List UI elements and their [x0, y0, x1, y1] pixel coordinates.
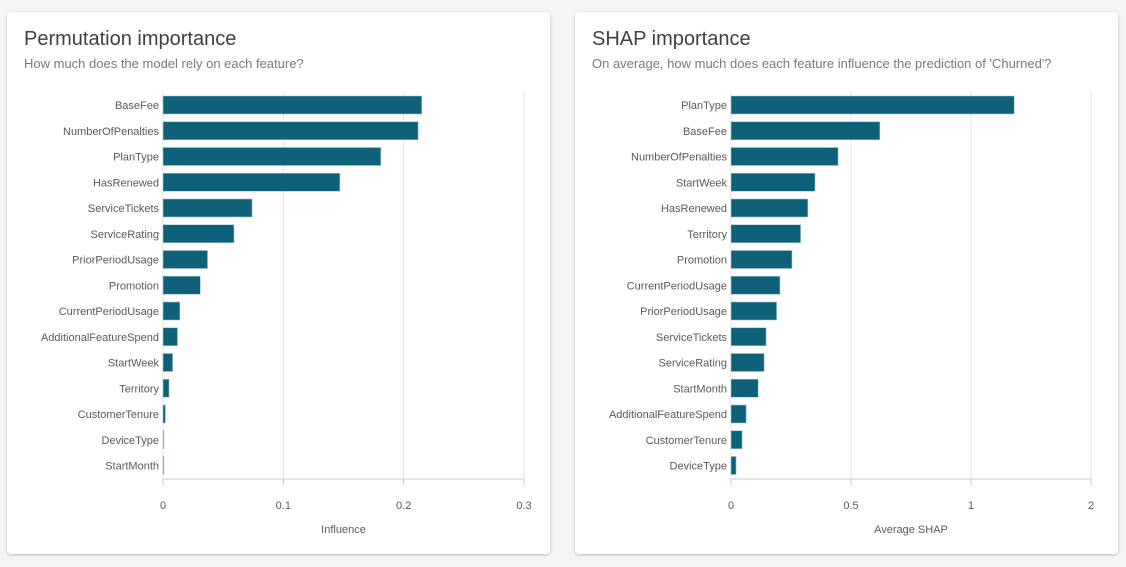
- tick-label: 0.5: [843, 500, 858, 512]
- bar-Promotion: [162, 275, 201, 295]
- bar-DeviceType: [162, 430, 165, 450]
- chart-subtitle: How much does the model rely on each fea…: [24, 56, 304, 71]
- bar-PriorPeriodUsage: [162, 250, 208, 269]
- bar-HasRenewed: [730, 198, 809, 218]
- bar-NumberOfPenalties: [730, 147, 839, 166]
- permutation-importance-panel: Permutation importance How much does the…: [7, 12, 550, 554]
- permutation-chart: 0 0.1 0.2 0.3 Influence BaseFee NumberOfPenalt…: [41, 92, 532, 536]
- bar-BaseFee: [162, 95, 423, 115]
- category-label: BaseFee: [115, 100, 159, 112]
- tick-label: 1: [968, 500, 974, 512]
- category-label: NumberOfPenalties: [63, 126, 159, 138]
- category-label: Territory: [687, 229, 727, 241]
- tick-label: 2: [1088, 500, 1094, 512]
- bar-ServiceRating: [730, 353, 765, 372]
- x-axis-label: Average SHAP: [874, 524, 948, 536]
- chart-title: Permutation importance: [24, 28, 237, 50]
- chart-subtitle: On average, how much does each feature i…: [592, 56, 1052, 71]
- bar-CustomerTenure: [730, 430, 743, 450]
- category-label: PriorPeriodUsage: [72, 255, 159, 267]
- category-label: Promotion: [109, 280, 159, 292]
- bar-PriorPeriodUsage: [730, 301, 777, 321]
- chart-title: SHAP importance: [592, 28, 751, 50]
- bar-CustomerTenure: [162, 404, 166, 424]
- x-axis-label: Influence: [321, 524, 366, 536]
- category-label: AdditionalFeatureSpend: [609, 409, 727, 421]
- category-label: HasRenewed: [661, 203, 727, 215]
- bar-PlanType: [162, 147, 382, 166]
- bar-DeviceType: [730, 456, 737, 475]
- category-label: StartWeek: [676, 177, 728, 189]
- category-label: Promotion: [677, 255, 727, 267]
- category-label: PriorPeriodUsage: [640, 306, 727, 318]
- bar-ServiceTickets: [162, 198, 253, 218]
- category-label: DeviceType: [670, 461, 727, 473]
- category-label: PlanType: [681, 100, 727, 112]
- category-label: CustomerTenure: [78, 409, 159, 421]
- category-label: NumberOfPenalties: [631, 152, 727, 164]
- bar-Promotion: [730, 250, 793, 269]
- bar-Territory: [730, 224, 801, 244]
- bar-Territory: [162, 378, 170, 398]
- bar-StartWeek: [730, 172, 816, 192]
- category-label: CurrentPeriodUsage: [627, 280, 727, 292]
- category-label: StartMonth: [673, 383, 727, 395]
- bar-ServiceRating: [162, 224, 235, 244]
- tick-label: 0.2: [396, 500, 411, 512]
- tick-label: 0.3: [516, 500, 531, 512]
- category-label: Territory: [119, 383, 159, 395]
- bar-AdditionalFeatureSpend: [730, 404, 747, 424]
- bar-StartMonth: [730, 378, 759, 398]
- category-label: AdditionalFeatureSpend: [41, 332, 159, 344]
- category-label: ServiceRating: [91, 229, 159, 241]
- bar-NumberOfPenalties: [162, 121, 419, 141]
- category-label: ServiceTickets: [88, 203, 160, 215]
- bar-CurrentPeriodUsage: [162, 301, 181, 321]
- tick-label: 0.1: [276, 500, 291, 512]
- category-label: ServiceTickets: [656, 332, 728, 344]
- bar-StartMonth: [162, 456, 165, 475]
- category-label: CustomerTenure: [646, 435, 727, 447]
- category-label: PlanType: [113, 152, 159, 164]
- bar-AdditionalFeatureSpend: [162, 327, 178, 347]
- category-label: CurrentPeriodUsage: [59, 306, 159, 318]
- bar-CurrentPeriodUsage: [730, 275, 781, 295]
- bar-BaseFee: [730, 121, 881, 141]
- bar-HasRenewed: [162, 172, 341, 192]
- tick-label: 0: [728, 500, 734, 512]
- tick-label: 0: [160, 500, 166, 512]
- bar-ServiceTickets: [730, 327, 767, 347]
- bar-StartWeek: [162, 353, 173, 372]
- category-label: BaseFee: [683, 126, 727, 138]
- category-label: HasRenewed: [93, 177, 159, 189]
- category-label: ServiceRating: [659, 358, 727, 370]
- category-label: DeviceType: [102, 435, 159, 447]
- shap-importance-panel: SHAP importance On average, how much doe…: [575, 12, 1118, 554]
- shap-chart: 0 0.5 1 2 Average SHAP PlanType BaseFee NumberO…: [609, 92, 1094, 536]
- bar-PlanType: [730, 95, 1015, 115]
- category-label: StartWeek: [108, 358, 160, 370]
- category-label: StartMonth: [105, 461, 159, 473]
